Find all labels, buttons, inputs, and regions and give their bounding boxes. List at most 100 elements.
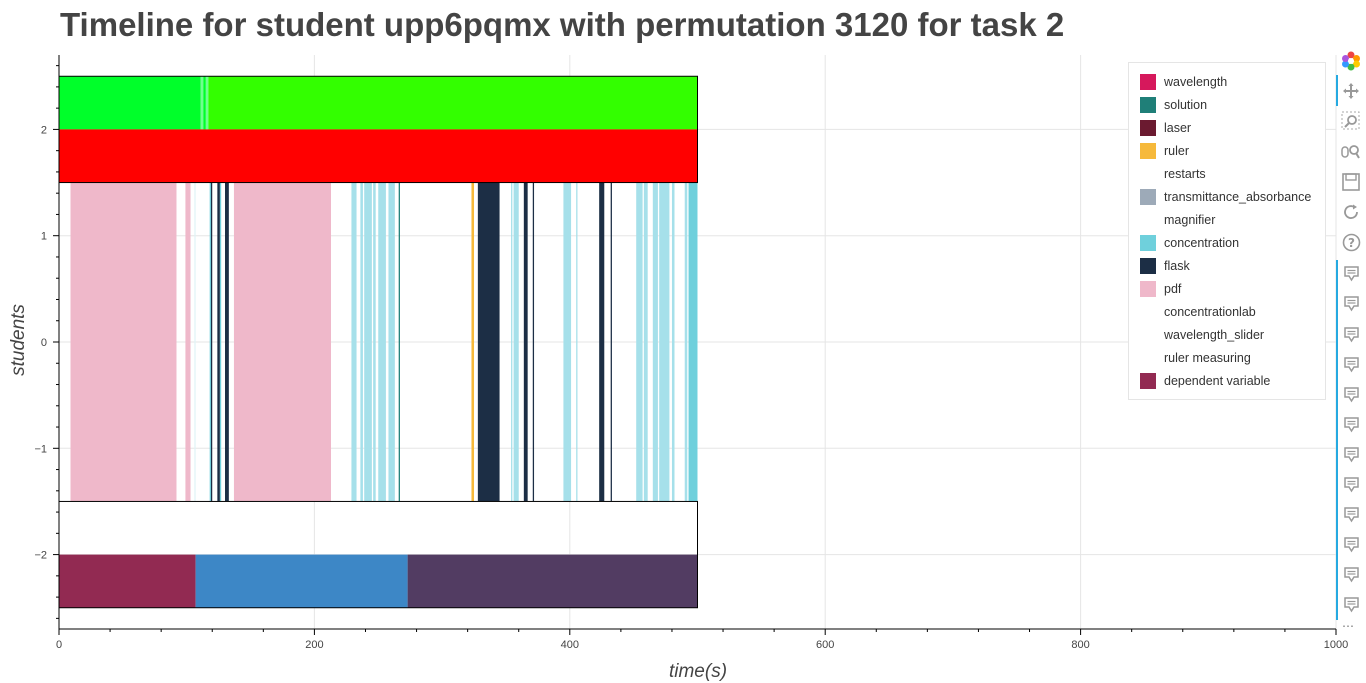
timeline-segment: [351, 182, 357, 502]
timeline-segment: [513, 182, 519, 502]
timeline-segment: [532, 182, 535, 502]
timeline-segment: [373, 182, 376, 502]
timeline-segment: [59, 76, 201, 130]
hover-icon[interactable]: [1340, 443, 1362, 465]
hover-icon[interactable]: [1340, 413, 1362, 435]
legend-swatch: [1140, 349, 1156, 366]
y-tick-label: 2: [41, 124, 47, 136]
hover-active-indicator: [1336, 260, 1338, 620]
legend-item[interactable]: magnifier: [1140, 208, 1215, 231]
x-tick-label: 800: [1071, 639, 1089, 651]
x-tick-label: 0: [56, 639, 62, 651]
legend-item[interactable]: ruler: [1140, 139, 1189, 162]
hover-icon[interactable]: [1340, 292, 1362, 314]
hover-icon[interactable]: [1340, 323, 1362, 345]
timeline-segment: [364, 182, 372, 502]
y-axis-label: students: [8, 304, 29, 376]
x-axis-label: time(s): [669, 661, 727, 682]
legend-item[interactable]: dependent variable: [1140, 369, 1270, 392]
legend-label: concentrationlab: [1164, 304, 1256, 319]
legend-label: transmittance_absorbance: [1164, 189, 1312, 204]
y-tick-label: 0: [41, 337, 47, 349]
hover-icon[interactable]: [1340, 262, 1362, 284]
legend-item[interactable]: wavelength: [1140, 70, 1227, 93]
timeline-segment: [208, 76, 698, 130]
timeline-segment: [599, 182, 605, 502]
timeline-segment: [671, 182, 675, 502]
legend-item[interactable]: concentrationlab: [1140, 300, 1256, 323]
legend-item[interactable]: laser: [1140, 116, 1191, 139]
x-tick-label: 600: [816, 639, 834, 651]
legend-item[interactable]: solution: [1140, 93, 1207, 116]
timeline-segment: [185, 182, 191, 502]
legend-swatch: [1140, 119, 1156, 136]
hover-icon[interactable]: [1340, 473, 1362, 495]
timeline-segment: [205, 76, 209, 130]
legend-swatch: [1140, 211, 1156, 228]
legend-swatch: [1140, 165, 1156, 182]
bokeh-logo-icon[interactable]: [1340, 50, 1362, 72]
hover-icon[interactable]: [1340, 353, 1362, 375]
reset-icon[interactable]: [1340, 201, 1362, 223]
legend-swatch: [1140, 96, 1156, 113]
svg-text:?: ?: [1348, 236, 1355, 250]
help-icon[interactable]: ?: [1340, 231, 1362, 253]
legend-label: magnifier: [1164, 212, 1216, 227]
timeline-segment: [59, 129, 698, 183]
timeline-segment: [59, 554, 196, 608]
timeline-segment: [652, 182, 658, 502]
legend-swatch: [1140, 303, 1156, 320]
timeline-segment: [511, 182, 513, 502]
timeline-segment: [643, 182, 648, 502]
timeline-segment: [70, 182, 177, 502]
timeline-segment: [203, 76, 206, 130]
pan-icon[interactable]: [1340, 80, 1362, 102]
legend-label: restarts: [1164, 166, 1206, 181]
legend-swatch: [1140, 142, 1156, 159]
timeline-bars: [58, 75, 698, 609]
hover-icon[interactable]: [1340, 593, 1362, 615]
legend-label: laser: [1164, 120, 1192, 135]
timeline-segment: [610, 182, 612, 502]
legend-label: solution: [1164, 97, 1208, 112]
box-zoom-icon[interactable]: [1340, 110, 1362, 132]
hover-icon[interactable]: [1340, 383, 1362, 405]
hover-icon[interactable]: [1340, 503, 1362, 525]
legend-item[interactable]: wavelength_slider: [1140, 323, 1264, 346]
legend-label: flask: [1164, 258, 1190, 273]
legend-item[interactable]: transmittance_absorbance: [1140, 185, 1311, 208]
timeline-segment: [576, 182, 578, 502]
legend-item[interactable]: concentration: [1140, 231, 1239, 254]
legend-swatch: [1140, 280, 1156, 297]
timeline-segment: [477, 182, 500, 502]
legend-item[interactable]: flask: [1140, 254, 1190, 277]
legend-swatch: [1140, 372, 1156, 389]
toolbar: ?…: [1336, 48, 1366, 683]
legend: wavelength solution laser ruler restarts tran…: [1128, 62, 1326, 400]
save-icon[interactable]: [1340, 171, 1362, 193]
legend-item[interactable]: pdf: [1140, 277, 1181, 300]
timeline-segment: [688, 182, 698, 502]
timeline-segment: [219, 182, 222, 502]
legend-label: concentration: [1164, 235, 1240, 250]
wheel-zoom-icon[interactable]: [1340, 141, 1362, 163]
y-tick-label: 1: [41, 231, 47, 243]
legend-swatch: [1140, 234, 1156, 251]
timeline-segment: [659, 182, 670, 502]
x-tick-label: 200: [305, 639, 323, 651]
legend-label: ruler measuring: [1164, 350, 1251, 365]
x-tick-label: 1000: [1324, 639, 1348, 651]
hover-icon[interactable]: [1340, 533, 1362, 555]
axes: 0 200 400 600 800 1000 −2 −1 0 1 2: [34, 55, 1348, 651]
toolbar-more[interactable]: …: [1342, 616, 1354, 630]
legend-swatch: [1140, 326, 1156, 343]
timeline-segment: [636, 182, 643, 502]
hover-icon[interactable]: [1340, 563, 1362, 585]
legend-item[interactable]: ruler measuring: [1140, 346, 1251, 369]
legend-item[interactable]: restarts: [1140, 162, 1206, 185]
timeline-segment: [233, 182, 332, 502]
y-tick-label: −1: [34, 443, 47, 455]
timeline-segment: [523, 182, 528, 502]
chart-title: Timeline for student upp6pqmx with permu…: [60, 6, 1065, 43]
